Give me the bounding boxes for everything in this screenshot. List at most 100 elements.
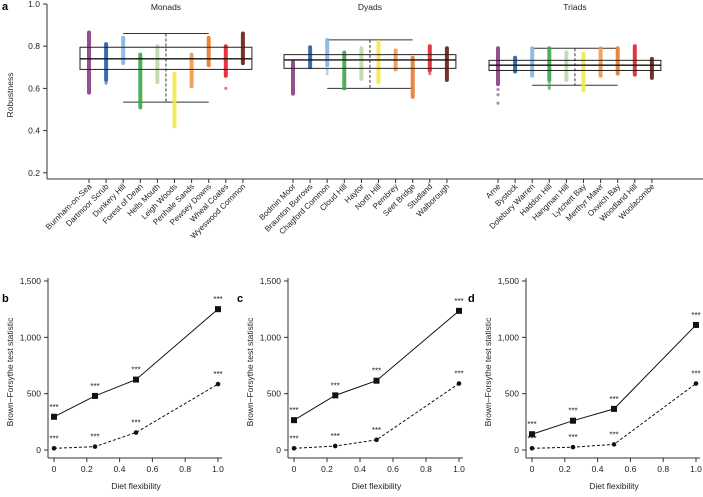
group-title: Dyads: [358, 2, 382, 12]
x-axis-title: Diet flexibility: [111, 481, 161, 491]
y-tick-label: 1,000: [260, 332, 282, 342]
x-tick-label: 0: [292, 464, 297, 474]
group-title: Triads: [563, 2, 586, 12]
outlier-point: [496, 87, 500, 92]
series-line-dashed: [293, 383, 460, 449]
x-axis-title: Diet flexibility: [352, 481, 402, 491]
significance-label: ***: [527, 434, 536, 443]
data-point-square: [693, 321, 699, 328]
significance-label: ***: [609, 395, 618, 404]
y-axis-title: Brown–Forsythe test statistic: [483, 317, 493, 426]
significance-label: ***: [454, 297, 463, 306]
significance-label: ***: [372, 367, 381, 376]
data-point-square: [51, 413, 57, 420]
significance-label: ***: [49, 434, 58, 443]
data-point-circle: [529, 446, 535, 451]
data-point-circle: [92, 444, 98, 449]
data-point-circle: [133, 430, 139, 435]
significance-label: ***: [609, 430, 618, 439]
series-line-solid: [293, 310, 460, 421]
x-tick-label: 0.8: [420, 464, 432, 474]
y-tick-label: 1.0: [28, 0, 40, 9]
y-tick-label: 1,000: [498, 332, 520, 342]
significance-label: ***: [131, 419, 140, 428]
data-point-square: [291, 417, 297, 424]
outlier-point: [547, 81, 551, 85]
panel-letter: c: [237, 293, 243, 305]
data-point-square: [215, 306, 221, 313]
y-tick-label: 0: [36, 445, 41, 455]
panel-letter: d: [468, 293, 475, 305]
x-tick-label: 0.4: [354, 464, 366, 474]
x-tick-label: 1.0: [453, 464, 465, 474]
x-tick-label: 1.0: [690, 464, 702, 474]
significance-label: ***: [331, 432, 340, 441]
y-tick-label: 0.4: [28, 126, 40, 136]
significance-label: ***: [691, 370, 700, 379]
data-point-square: [456, 307, 462, 314]
y-tick-label: 1,500: [498, 276, 520, 286]
group-title: Monads: [151, 2, 181, 12]
y-tick-label: 0.2: [28, 168, 40, 178]
data-point-square: [529, 431, 535, 438]
data-point-circle: [215, 381, 221, 387]
data-point-square: [611, 405, 617, 412]
y-tick-label: 1,000: [20, 332, 42, 342]
series-line-solid: [53, 308, 219, 418]
x-tick-label: 0.4: [114, 464, 126, 474]
data-point-circle: [570, 444, 576, 450]
significance-label: ***: [90, 433, 99, 442]
significance-label: ***: [90, 382, 99, 391]
outlier-point: [325, 72, 329, 76]
data-point-circle: [332, 443, 338, 449]
x-tick-label: 0.6: [624, 464, 636, 474]
significance-label: ***: [131, 366, 140, 375]
data-point-square: [332, 392, 339, 399]
significance-label: ***: [568, 407, 577, 416]
panel-letter: a: [2, 1, 9, 13]
data-point-circle: [291, 446, 297, 451]
data-point-circle: [611, 442, 617, 447]
outlier-point: [224, 86, 228, 90]
x-tick-label: 0.2: [321, 464, 333, 474]
data-point-square: [92, 392, 98, 399]
series-line-dashed: [531, 383, 697, 449]
y-tick-label: 500: [267, 389, 281, 399]
significance-label: ***: [289, 434, 298, 443]
significance-label: ***: [691, 311, 700, 320]
y-tick-label: 500: [505, 389, 519, 399]
panel-letter: b: [2, 293, 9, 305]
significance-label: ***: [454, 370, 463, 379]
y-axis-title: Brown–Forsythe test statistic: [5, 317, 15, 426]
significance-label: ***: [289, 406, 298, 415]
x-tick-label: 0: [530, 464, 535, 474]
significance-label: ***: [568, 433, 577, 442]
outlier-point: [325, 68, 329, 73]
data-point-square: [373, 377, 380, 384]
data-point-square: [133, 376, 139, 383]
x-tick-label: 0.6: [146, 464, 158, 474]
x-tick-label: 0.8: [179, 464, 191, 474]
x-tick-label: 0.2: [559, 464, 571, 474]
data-point-circle: [456, 381, 462, 386]
significance-label: ***: [331, 381, 340, 390]
significance-label: ***: [49, 403, 58, 412]
y-tick-label: 0: [514, 445, 519, 455]
x-tick-label: 0.6: [387, 464, 399, 474]
x-tick-label: 0.8: [657, 464, 669, 474]
series-line-dashed: [53, 383, 219, 449]
significance-label: ***: [527, 420, 536, 429]
x-tick-label: 1.0: [212, 464, 224, 474]
data-point-square: [570, 417, 576, 424]
significance-label: ***: [213, 370, 222, 379]
outlier-point: [496, 101, 500, 105]
box: [283, 54, 457, 69]
x-axis-title: Diet flexibility: [589, 481, 639, 491]
outlier-point: [496, 93, 500, 97]
data-point-circle: [693, 381, 699, 386]
significance-label: ***: [372, 426, 381, 435]
y-tick-label: 0: [276, 445, 281, 455]
y-tick-label: 0.8: [28, 41, 40, 51]
x-tick-label: 0: [52, 464, 57, 474]
